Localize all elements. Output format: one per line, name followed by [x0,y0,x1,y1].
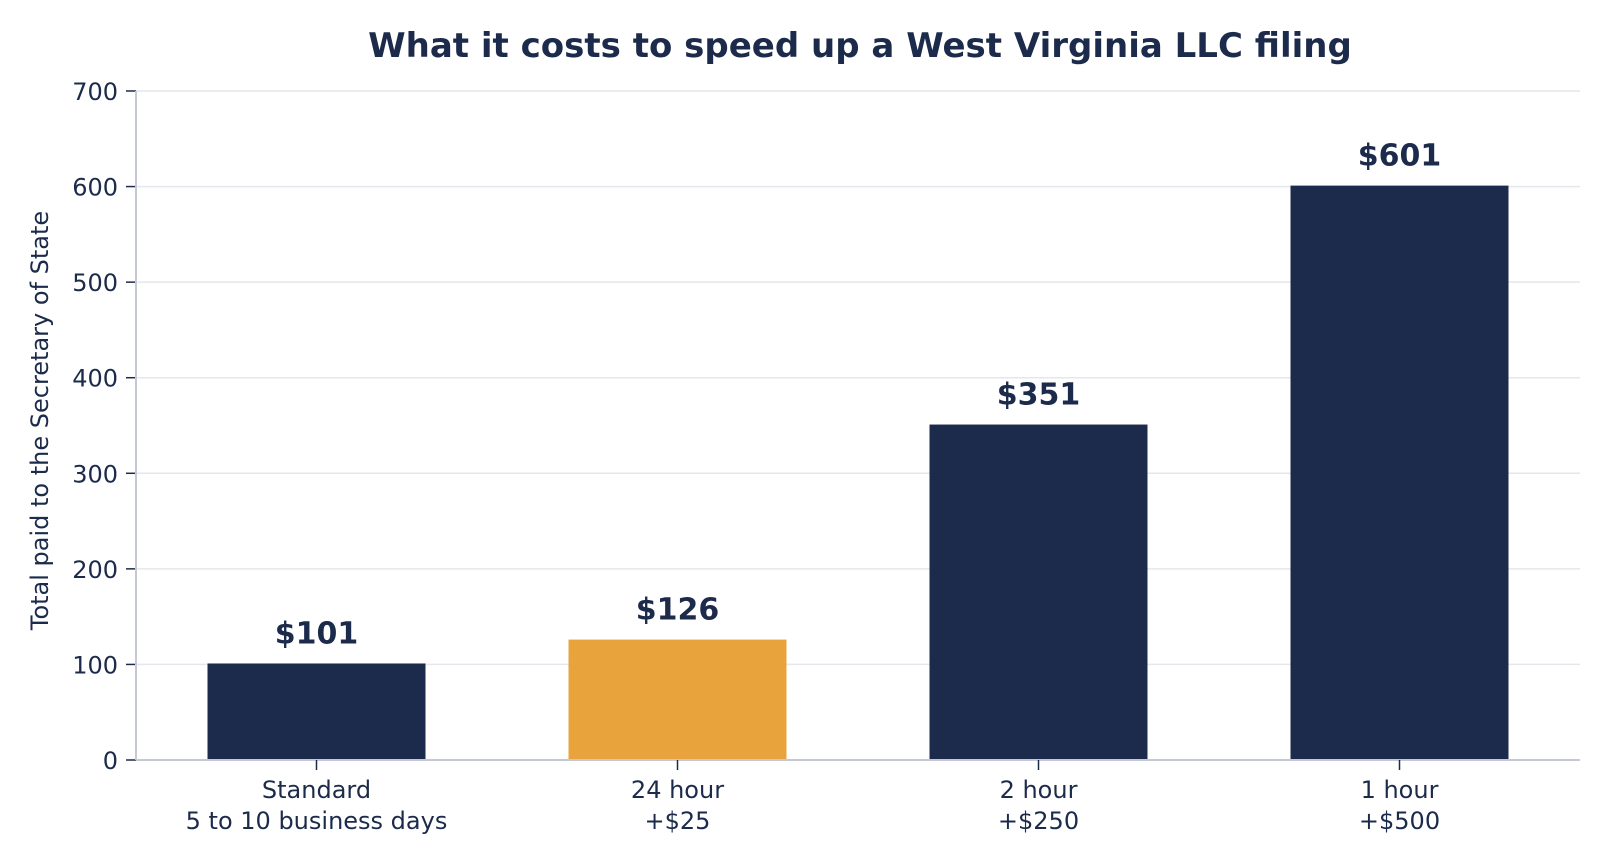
y-tick-label: 400 [72,365,118,393]
y-tick-label: 200 [72,556,118,584]
x-tick-label: 1 hour [1361,776,1439,804]
x-tick-label: 2 hour [1000,776,1078,804]
x-tick-label: +$250 [998,807,1079,835]
labels: 0 100 200 300 400 500 600 700 $101 Standard 5 to 1… [72,78,1441,835]
y-tick-label: 0 [103,747,118,775]
bar-value-label: $101 [275,616,359,651]
bars [207,185,1509,760]
x-tick-label: +$25 [645,807,711,835]
y-tick-label: 500 [72,269,118,297]
y-tick-label: 100 [72,651,118,679]
x-tick-label: 5 to 10 business days [186,807,448,835]
y-tick-label: 700 [72,78,118,106]
x-tick-label: Standard [262,776,371,804]
bar-value-label: $126 [636,593,720,628]
x-tick-label: +$500 [1359,807,1440,835]
bar [929,424,1148,760]
axes [126,90,1580,770]
bar-value-label: $601 [1358,139,1442,174]
y-axis-label: Total paid to the Secretary of State [26,211,54,631]
chart-title: What it costs to speed up a West Virgini… [368,26,1352,66]
bar [207,663,426,760]
gridlines [136,90,1580,666]
bar [568,639,787,760]
bar-value-label: $351 [997,378,1081,413]
x-tick-label: 24 hour [631,776,724,804]
bar [1290,185,1509,760]
y-tick-label: 600 [72,174,118,202]
y-tick-label: 300 [72,460,118,488]
